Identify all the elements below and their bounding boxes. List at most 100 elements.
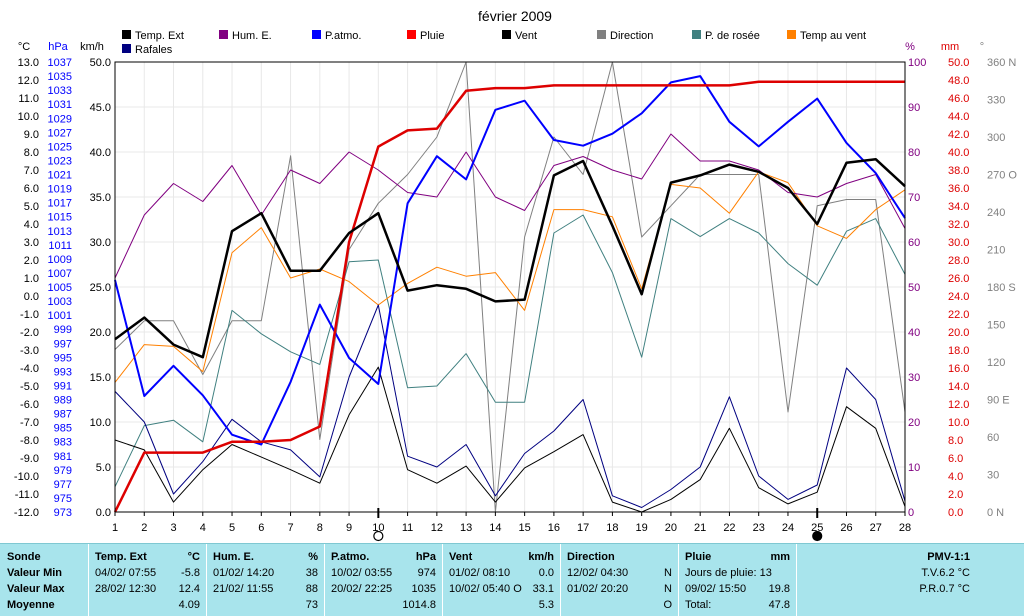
stats-temp-max-time: 28/02/ 12:30	[95, 583, 157, 595]
pressure-tick-label: 1005	[48, 282, 72, 294]
x-tick-label: 25	[811, 522, 823, 534]
temp-tick-label: 13.0	[18, 57, 39, 69]
direction-tick-label: 120	[987, 357, 1005, 369]
temp-tick-label: 6.0	[24, 183, 39, 195]
pressure-tick-label: 1015	[48, 212, 72, 224]
pressure-tick-label: 987	[54, 409, 72, 421]
stats-temp-unit: °C	[187, 551, 200, 563]
stats-pmv-pr: P.R.0.7 °C	[919, 583, 970, 595]
stats-press-unit: hPa	[415, 551, 436, 563]
wind-tick-label: 20.0	[90, 327, 111, 339]
x-tick-label: 2	[141, 522, 147, 534]
legend-swatch	[407, 30, 416, 39]
stats-pmv: PMV-1:1 T.V.6.2 °C P.R.0.7 °C	[796, 544, 1024, 616]
stats-pmv-tv: T.V.6.2 °C	[921, 567, 970, 579]
humidity-tick-label: 30	[908, 372, 920, 384]
rain-tick-label: 20.0	[948, 327, 969, 339]
stats-dir-min-val: N	[664, 567, 672, 579]
stats-rain-max-val: 19.8	[768, 583, 790, 595]
stats-press-min-val: 974	[417, 567, 436, 579]
wind-axis-unit: km/h	[80, 41, 104, 53]
pressure-tick-label: 999	[54, 324, 72, 336]
rain-tick-label: 40.0	[948, 147, 969, 159]
stats-press-min-time: 10/02/ 03:55	[331, 567, 393, 579]
stats-hum-min-val: 38	[305, 567, 318, 579]
legend-swatch	[597, 30, 606, 39]
stats-dir-max-val: N	[664, 583, 672, 595]
pressure-tick-label: 1021	[48, 170, 72, 182]
pressure-tick-label: 979	[54, 465, 72, 477]
pressure-tick-label: 977	[54, 479, 72, 491]
direction-tick-label: 330	[987, 95, 1005, 107]
series-line-temp-ext	[114, 157, 906, 359]
legend-label: P. de rosée	[705, 30, 760, 42]
x-tick-label: 20	[665, 522, 677, 534]
stats-dir-title: Direction	[567, 551, 615, 563]
temp-tick-label: 3.0	[24, 237, 39, 249]
x-tick-label: 22	[723, 522, 735, 534]
direction-tick-label: 30	[987, 470, 999, 482]
pressure-tick-label: 1007	[48, 268, 72, 280]
temp-tick-label: 7.0	[24, 165, 39, 177]
rain-tick-label: 48.0	[948, 75, 969, 87]
rain-tick-label: 36.0	[948, 183, 969, 195]
direction-tick-label: 180 S	[987, 282, 1016, 294]
pressure-tick-label: 995	[54, 352, 72, 364]
rain-tick-label: 32.0	[948, 219, 969, 231]
stats-dir-max-time: 01/02/ 20:20	[567, 583, 629, 595]
humidity-tick-label: 50	[908, 282, 920, 294]
stats-rain-title: Pluie	[685, 551, 712, 563]
pressure-tick-label: 985	[54, 423, 72, 435]
series-line-pluie	[113, 80, 905, 513]
rain-axis-unit: mm	[941, 41, 959, 53]
rain-tick-label: 50.0	[948, 57, 969, 69]
stats-hum-unit: %	[308, 551, 318, 563]
temp-tick-label: -5.0	[20, 381, 39, 393]
stats-hum-avg: 73	[305, 599, 318, 611]
direction-tick-label: 210	[987, 245, 1005, 257]
pressure-tick-label: 993	[54, 366, 72, 378]
x-tick-label: 13	[460, 522, 472, 534]
pressure-tick-label: 1011	[48, 240, 72, 252]
x-tick-label: 14	[489, 522, 501, 534]
stats-panel: Sonde Valeur Min Valeur Max Moyenne Temp…	[0, 543, 1024, 616]
wind-tick-label: 50.0	[90, 57, 111, 69]
legend-swatch	[219, 30, 228, 39]
first-quarter-moon-icon	[373, 530, 384, 542]
pressure-tick-label: 1013	[48, 226, 72, 238]
direction-tick-label: 360 N	[987, 57, 1016, 69]
chart-title: février 2009	[478, 8, 552, 24]
pressure-tick-label: 1009	[48, 254, 72, 266]
humidity-tick-label: 90	[908, 102, 920, 114]
pressure-tick-label: 997	[54, 338, 72, 350]
stats-temp: Temp. Ext °C 04/02/ 07:55 -5.8 28/02/ 12:3…	[88, 544, 206, 616]
temp-tick-label: 4.0	[24, 219, 39, 231]
stats-press-max-val: 1035	[411, 583, 436, 595]
temp-tick-label: -7.0	[20, 417, 39, 429]
temp-tick-label: -2.0	[20, 327, 39, 339]
rain-tick-label: 22.0	[948, 309, 969, 321]
pressure-tick-label: 1001	[48, 310, 72, 322]
stats-temp-title: Temp. Ext	[95, 551, 147, 563]
stats-wind-min-val: 0.0	[538, 567, 554, 579]
direction-axis-unit: °	[980, 41, 984, 53]
legend-label: Pluie	[420, 30, 444, 42]
stats-hum-title: Hum. E.	[213, 551, 254, 563]
stats-row-avg: Moyenne	[7, 599, 55, 611]
x-tick-label: 15	[519, 522, 531, 534]
pressure-tick-label: 981	[54, 451, 72, 463]
stats-rain-max-time: 09/02/ 15:50	[685, 583, 747, 595]
stats-temp-min-time: 04/02/ 07:55	[95, 567, 157, 579]
rain-tick-label: 8.0	[948, 435, 963, 447]
stats-hum-max-val: 88	[305, 583, 318, 595]
temp-tick-label: 11.0	[18, 93, 39, 105]
legend-label: Direction	[610, 30, 653, 42]
legend-swatch	[692, 30, 701, 39]
pressure-tick-label: 1017	[48, 198, 72, 210]
rain-tick-label: 26.0	[948, 273, 969, 285]
legend-swatch	[787, 30, 796, 39]
x-tick-label: 24	[782, 522, 794, 534]
series-line-vent	[114, 366, 906, 513]
temp-axis-unit: °C	[18, 41, 30, 53]
x-tick-label: 11	[402, 522, 413, 534]
